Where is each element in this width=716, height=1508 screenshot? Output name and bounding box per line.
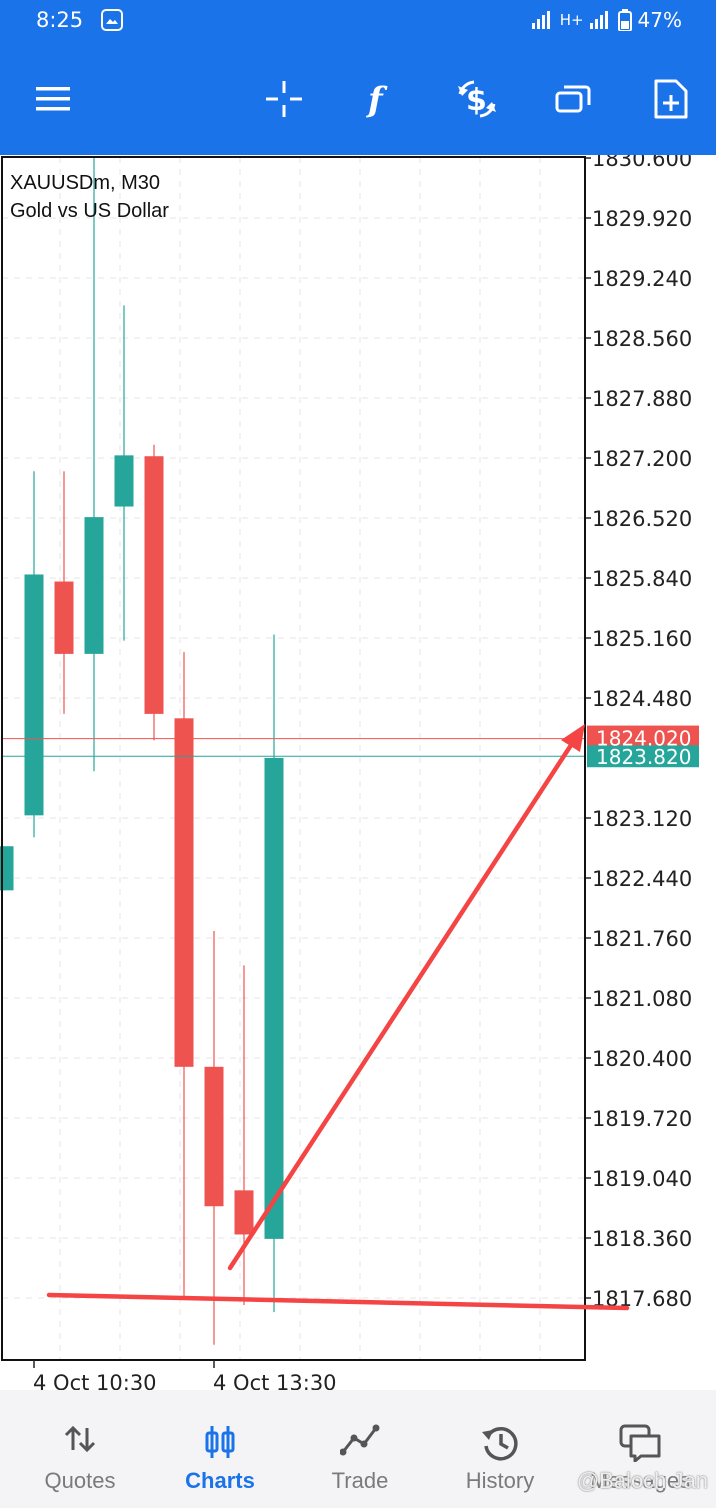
nav-history-label: History [465,1468,535,1493]
crosshair-button[interactable] [253,42,315,155]
battery-percent: 47% [637,8,682,32]
x-tick-label: 4 Oct 13:30 [213,1371,337,1390]
new-order-button[interactable] [640,42,702,155]
gallery-notification-icon [101,9,123,36]
bull-candle [114,455,134,507]
y-tick-label: 1826.520 [592,507,692,531]
window-button[interactable] [542,42,604,155]
status-indicators: H+ 47% [531,8,682,32]
messages-icon [619,1424,661,1462]
svg-text:f: f [366,80,388,119]
y-tick-label: 1820.400 [592,1047,692,1071]
y-tick-label: 1821.760 [592,927,692,951]
y-tick-label: 1819.040 [592,1167,692,1191]
y-tick-label: 1827.880 [592,387,692,411]
battery-icon [617,9,632,31]
support-line-annotation [46,1292,630,1311]
nav-history[interactable]: History [430,1390,570,1508]
y-tick-label: 1819.720 [592,1107,692,1131]
nav-trade[interactable]: Trade [290,1390,430,1508]
svg-text:$: $ [466,83,487,118]
y-tick-label: 1825.160 [592,627,692,651]
chart-toolbar: f $ [0,42,716,155]
crosshair-icon [266,80,302,117]
symbol-info: XAUUSDm, M30 Gold vs US Dollar [10,169,169,225]
charts-icon [205,1426,235,1458]
trade-icon: $ [458,80,496,118]
y-tick-label: 1829.240 [592,267,692,291]
signal-icon [531,11,550,29]
bid-price-box [587,725,699,748]
nav-messages[interactable]: Messages [570,1390,710,1508]
bull-candle [264,758,284,1239]
nav-charts[interactable]: Charts [150,1390,290,1508]
menu-icon [36,86,70,110]
y-tick-label: 1821.080 [592,987,692,1011]
y-tick-label: 1818.360 [592,1227,692,1251]
nav-quotes-label: Quotes [44,1468,116,1493]
chart-frame [1,156,586,1361]
window-icon [555,85,591,112]
watermark: @Baloch Jan [576,1468,708,1493]
indicators-icon: f [366,80,388,119]
trade-nav-icon [340,1424,380,1456]
y-tick-label: 1824.480 [592,687,692,711]
arrow-head-annotation [561,724,585,752]
status-time: 8:25 [36,8,84,32]
bear-candle [54,581,74,654]
bear-candle [174,718,194,1067]
symbol-timeframe: XAUUSDm, M30 [10,172,161,194]
bid-price-label: 1824.020 [596,727,691,751]
signal-icon-2 [589,11,608,29]
bull-candle [24,574,44,816]
bear-candle [234,1190,254,1235]
y-tick-label: 1825.840 [592,567,692,591]
arrow-annotation [227,736,578,1271]
bull-candle [0,846,14,891]
indicators-button[interactable]: f [348,42,410,155]
y-tick-label: 1830.600 [592,155,692,171]
bear-candle [144,456,164,714]
nav-trade-label: Trade [331,1468,389,1493]
nav-quotes[interactable]: Quotes [10,1390,150,1508]
menu-button[interactable] [22,42,84,155]
y-tick-label: 1822.440 [592,867,692,891]
status-bar: 8:25 H+ 47% [0,0,716,42]
trade-button[interactable]: $ [446,42,508,155]
nav-charts-label: Charts [185,1468,255,1493]
ask-price-box [587,745,699,768]
new-order-icon [654,79,688,118]
candlestick-chart[interactable]: 1830.600 1829.920 1829.240 1828.560 1827.880… [0,155,716,1390]
y-tick-label: 1829.920 [592,207,692,231]
y-tick-label: 1823.120 [592,807,692,831]
y-tick-label: 1828.560 [592,327,692,351]
bull-candle [84,517,104,654]
symbol-description: Gold vs US Dollar [10,200,169,222]
network-type: H+ [559,11,584,29]
x-tick-label: 4 Oct 10:30 [33,1371,157,1390]
chart-area[interactable]: 1830.600 1829.920 1829.240 1828.560 1827.880… [0,155,716,1390]
history-icon [482,1427,518,1461]
quotes-icon [64,1425,96,1453]
y-tick-label: 1827.200 [592,447,692,471]
bottom-navigation: Quotes Charts Trade History Messages @Ba… [0,1390,716,1508]
bear-candle [204,1066,224,1207]
nav-messages-label: Messages [589,1468,691,1493]
ask-price-label: 1823.820 [596,745,691,769]
